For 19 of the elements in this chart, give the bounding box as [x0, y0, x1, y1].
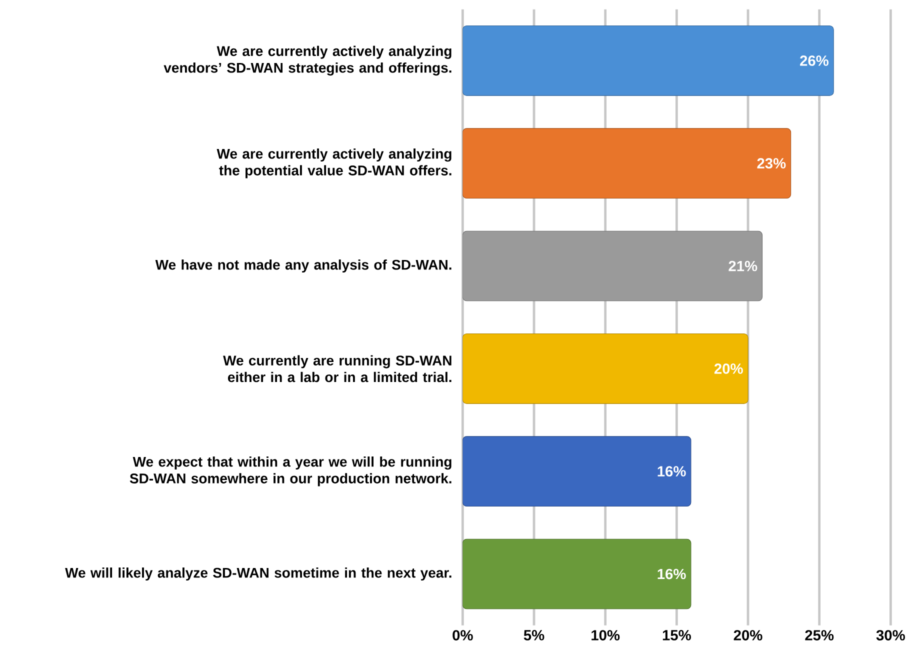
data-label: 16%: [658, 466, 686, 477]
y-tick-label: We will likely analyze SD-WAN sometime in the next year.: [65, 567, 452, 581]
y-tick-label: We are currently actively analyzing the potential value SD-WAN offers.: [216, 148, 452, 178]
data-label: 20%: [714, 363, 743, 374]
y-tick-label: We are currently actively analyzing vendors’ SD-WAN strategies and offerings.: [164, 46, 452, 76]
x-tick-label: 20%: [734, 630, 762, 640]
data-label: 21%: [728, 260, 758, 272]
x-tick-label: 0%: [452, 630, 473, 640]
x-tick-label: 15%: [662, 630, 691, 640]
y-tick-label: We expect that within a year we will be running SD-WAN somewhere in our production network.: [130, 456, 452, 486]
data-label: 16%: [658, 568, 686, 580]
x-tick-label: 10%: [592, 630, 620, 640]
data-label: 23%: [757, 158, 786, 169]
x-tick-label: 5%: [524, 630, 544, 640]
data-label: 26%: [800, 55, 829, 66]
x-tick-label: 30%: [876, 630, 905, 640]
y-tick-label: We currently are running SD-WAN either in a lab or in a limited trial.: [223, 355, 452, 382]
y-tick-label: We have not made any analysis of SD-WAN.: [155, 259, 452, 273]
x-tick-label: 25%: [805, 630, 834, 640]
